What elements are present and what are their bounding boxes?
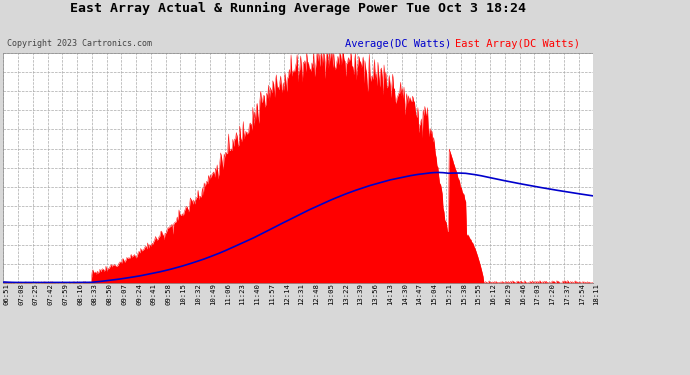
Text: 10:15: 10:15 <box>181 283 186 305</box>
Text: 11:57: 11:57 <box>269 283 275 305</box>
Text: 11:06: 11:06 <box>225 283 230 305</box>
Text: 15:38: 15:38 <box>461 283 466 305</box>
Text: 17:20: 17:20 <box>549 283 555 305</box>
Text: 15:55: 15:55 <box>475 283 482 305</box>
Text: 15:04: 15:04 <box>431 283 437 305</box>
Text: 13:39: 13:39 <box>357 283 364 305</box>
Text: 08:16: 08:16 <box>77 283 83 305</box>
Text: 09:24: 09:24 <box>136 283 142 305</box>
Text: 10:32: 10:32 <box>195 283 201 305</box>
Text: 16:12: 16:12 <box>490 283 496 305</box>
Text: 14:30: 14:30 <box>402 283 408 305</box>
Text: 13:22: 13:22 <box>343 283 348 305</box>
Text: 17:54: 17:54 <box>579 283 584 305</box>
Text: 07:42: 07:42 <box>48 283 54 305</box>
Text: East Array(DC Watts): East Array(DC Watts) <box>455 39 580 50</box>
Text: 14:13: 14:13 <box>387 283 393 305</box>
Text: 13:56: 13:56 <box>372 283 378 305</box>
Text: 11:40: 11:40 <box>254 283 260 305</box>
Text: 16:29: 16:29 <box>505 283 511 305</box>
Text: 18:11: 18:11 <box>593 283 600 305</box>
Text: 10:49: 10:49 <box>210 283 216 305</box>
Text: 17:37: 17:37 <box>564 283 570 305</box>
Text: 09:07: 09:07 <box>121 283 128 305</box>
Text: 07:08: 07:08 <box>18 283 24 305</box>
Text: 17:03: 17:03 <box>534 283 540 305</box>
Text: 12:48: 12:48 <box>313 283 319 305</box>
Text: 11:23: 11:23 <box>239 283 246 305</box>
Text: 13:05: 13:05 <box>328 283 334 305</box>
Text: Copyright 2023 Cartronics.com: Copyright 2023 Cartronics.com <box>7 39 152 48</box>
Text: 14:47: 14:47 <box>416 283 422 305</box>
Text: 08:33: 08:33 <box>92 283 98 305</box>
Text: 08:50: 08:50 <box>107 283 112 305</box>
Text: 15:21: 15:21 <box>446 283 452 305</box>
Text: Average(DC Watts): Average(DC Watts) <box>345 39 451 50</box>
Text: 09:58: 09:58 <box>166 283 172 305</box>
Text: 16:46: 16:46 <box>520 283 526 305</box>
Text: 09:41: 09:41 <box>151 283 157 305</box>
Text: East Array Actual & Running Average Power Tue Oct 3 18:24: East Array Actual & Running Average Powe… <box>70 2 526 15</box>
Text: 12:14: 12:14 <box>284 283 290 305</box>
Text: 06:51: 06:51 <box>3 283 10 305</box>
Text: 12:31: 12:31 <box>298 283 304 305</box>
Text: 07:59: 07:59 <box>62 283 68 305</box>
Text: 07:25: 07:25 <box>33 283 39 305</box>
